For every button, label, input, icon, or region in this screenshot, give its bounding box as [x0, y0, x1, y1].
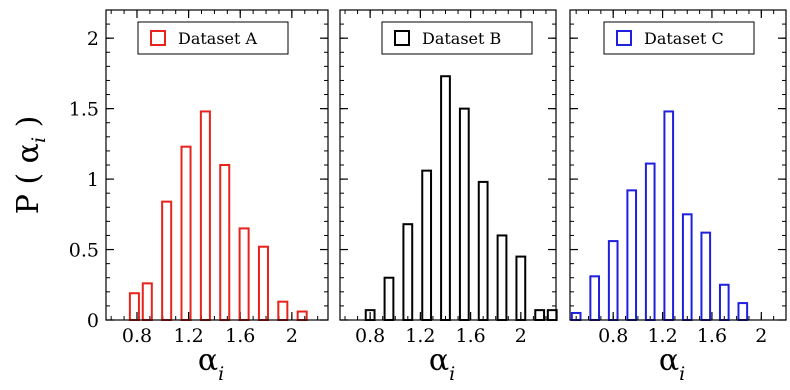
x-tick-label: 1.2: [405, 325, 435, 347]
legend-swatch: [150, 30, 166, 46]
y-axis-title-close: ): [11, 116, 46, 137]
histogram-bar: [644, 162, 656, 321]
panel-1: 0.8 1.2 1.6 2 0 0.5 1 1.5 2 Dataset A αi: [69, 9, 329, 385]
svg-text:P ( αi ): P ( αi ): [11, 116, 50, 215]
x-axis-title-main: α: [659, 343, 679, 378]
histogram-bar: [421, 169, 433, 321]
x-tick-label: 1.6: [225, 325, 255, 347]
y-axis-title-main: P ( α: [11, 143, 46, 214]
panel-2: 0.8 1.2 1.6 2 Dataset B αi: [339, 9, 558, 385]
x-axis-title: αi: [659, 343, 685, 385]
y-axis-title-sub: i: [28, 137, 50, 143]
histogram-bar: [257, 245, 269, 322]
x-axis-title-main: α: [429, 343, 449, 378]
histogram-bar: [277, 300, 289, 322]
x-tick-label: 2: [755, 325, 767, 347]
x-tick-label: 1.2: [647, 325, 677, 347]
x-tick-label: 0.8: [598, 325, 628, 347]
histogram-bar: [626, 189, 638, 321]
histogram-bar: [546, 309, 558, 321]
legend-box: [603, 21, 755, 55]
histogram-bar: [534, 309, 546, 321]
x-tick-label: 0.8: [122, 325, 152, 347]
x-tick-label: 1.6: [697, 325, 727, 347]
legend-label: Dataset B: [422, 29, 501, 48]
plot-frame: [569, 9, 787, 321]
y-axis-title: P ( αi ): [11, 116, 50, 215]
histogram-bar: [296, 310, 308, 321]
histogram-bar: [496, 234, 508, 321]
panel-3: 0.8 1.2 1.6 2 Dataset C αi: [569, 9, 787, 385]
legend-box: [137, 21, 289, 55]
histogram-bar: [383, 276, 395, 321]
histogram-bar: [718, 283, 730, 322]
y-tick-label: 1: [87, 169, 99, 191]
histogram-bar: [663, 110, 675, 321]
x-axis-title-sub: i: [449, 363, 455, 385]
y-tick-label: 0.5: [69, 240, 99, 262]
legend-box: [381, 21, 533, 55]
x-axis-title-sub: i: [218, 363, 224, 385]
histogram-bar: [440, 75, 451, 321]
histogram-bar: [141, 282, 153, 322]
plot-frame: [105, 9, 329, 321]
legend-label: Dataset C: [644, 29, 724, 48]
x-tick-label: 1.2: [173, 325, 203, 347]
histogram-bar: [700, 231, 712, 322]
histogram-bar: [238, 227, 250, 321]
legend-label: Dataset A: [178, 29, 258, 48]
y-tick-label: 1.5: [69, 99, 99, 121]
histogram-bar: [681, 213, 693, 321]
x-axis-title-main: α: [198, 343, 218, 378]
histogram-bar: [402, 223, 414, 322]
x-tick-label: 2: [286, 325, 298, 347]
histogram-bar: [477, 180, 489, 321]
x-axis-title: αi: [429, 343, 455, 385]
histogram-bar: [161, 200, 173, 322]
histogram-bar: [737, 302, 749, 322]
y-tick-label: 2: [87, 28, 99, 50]
histogram-bar: [458, 107, 470, 321]
x-tick-label: 2: [515, 325, 527, 347]
histogram-bar: [180, 145, 192, 321]
histogram-bar: [515, 255, 527, 322]
histogram-bar: [607, 240, 619, 321]
legend-swatch: [616, 30, 632, 46]
histogram-bar: [219, 164, 231, 321]
histogram-bar: [589, 275, 601, 321]
x-tick-label: 1.6: [455, 325, 485, 347]
x-tick-label: 0.8: [355, 325, 385, 347]
histogram-bar: [199, 110, 211, 321]
x-axis-title: αi: [198, 343, 224, 385]
y-tick-label: 0: [87, 310, 99, 332]
legend-swatch: [394, 30, 410, 46]
plot-frame: [339, 9, 557, 321]
x-axis-title-sub: i: [679, 363, 685, 385]
